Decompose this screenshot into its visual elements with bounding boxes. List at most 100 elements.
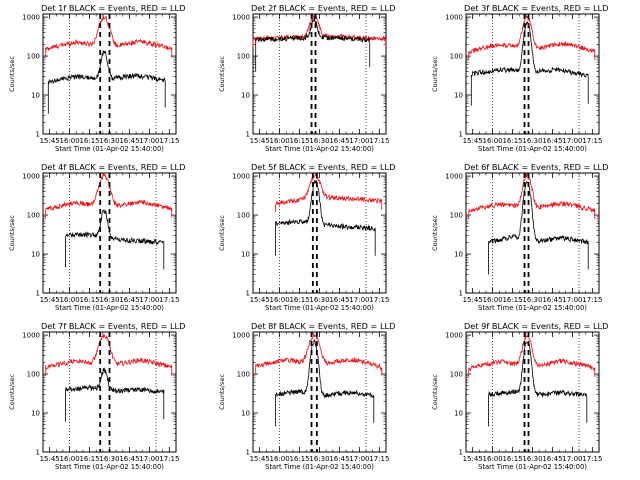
x-tick-label: 17:15 xyxy=(159,296,179,304)
chart-panel-7: Det 7f BLACK = Events, RED = LLD Counts/s… xyxy=(8,321,185,471)
x-tick-label: 16:00 xyxy=(270,455,290,463)
y-tick-label: 10 xyxy=(31,251,40,259)
x-tick-label: 17:15 xyxy=(369,137,389,145)
x-tick-label: 16:30 xyxy=(522,455,542,463)
x-tick-label: 16:00 xyxy=(483,455,503,463)
x-tick-label: 16:00 xyxy=(483,296,503,304)
x-tick-label: 16:30 xyxy=(99,137,119,145)
y-tick-label: 10 xyxy=(241,92,250,100)
y-tick-label: 100 xyxy=(237,53,250,61)
y-tick-label: 10 xyxy=(454,92,463,100)
x-tick-label: 16:00 xyxy=(483,137,503,145)
y-tick-label: 10 xyxy=(241,251,250,259)
x-tick-label: 17:15 xyxy=(582,455,602,463)
x-tick-label: 17:00 xyxy=(562,137,582,145)
x-tick-label: 16:15 xyxy=(79,455,99,463)
x-tick-label: 17:15 xyxy=(582,296,602,304)
y-tick-label: 1 xyxy=(36,449,40,457)
chart-title: Det 7f BLACK = Events, RED = LLD xyxy=(41,321,185,331)
x-tick-label: 17:00 xyxy=(139,455,159,463)
x-tick-label: 16:45 xyxy=(542,296,562,304)
y-axis-label: Counts/sec xyxy=(431,374,439,410)
y-tick-label: 10 xyxy=(31,410,40,418)
x-tick-label: 17:00 xyxy=(562,296,582,304)
y-tick-label: 100 xyxy=(27,53,40,61)
x-tick-label: 17:00 xyxy=(139,137,159,145)
x-tick-label: 16:15 xyxy=(502,455,522,463)
series-line-events xyxy=(275,339,375,427)
x-tick-label: 16:45 xyxy=(329,455,349,463)
x-tick-label: 17:00 xyxy=(349,137,369,145)
y-tick-label: 10 xyxy=(454,410,463,418)
x-tick-label: 16:45 xyxy=(542,455,562,463)
y-tick-label: 100 xyxy=(237,371,250,379)
series-line-lld xyxy=(255,333,383,376)
x-tick-label: 16:45 xyxy=(119,137,139,145)
x-tick-label: 16:15 xyxy=(79,137,99,145)
y-axis-label: Counts/sec xyxy=(8,215,16,251)
x-tick-label: 17:00 xyxy=(562,455,582,463)
y-tick-label: 10 xyxy=(454,251,463,259)
y-tick-label: 100 xyxy=(27,371,40,379)
chart-title: Det 4f BLACK = Events, RED = LLD xyxy=(41,162,185,172)
x-tick-label: 17:15 xyxy=(369,455,389,463)
series-line-events xyxy=(488,181,589,275)
y-axis-label: Counts/sec xyxy=(218,215,226,251)
x-tick-label: 16:30 xyxy=(309,296,329,304)
chart-title: Det 5f BLACK = Events, RED = LLD xyxy=(251,162,395,172)
x-tick-label: 16:15 xyxy=(79,296,99,304)
chart-panel-3: Det 3f BLACK = Events, RED = LLD Counts/s… xyxy=(431,3,608,153)
y-tick-label: 100 xyxy=(237,212,250,220)
x-tick-label: 15:45 xyxy=(463,455,483,463)
y-tick-label: 1 xyxy=(36,290,40,298)
series-line-events xyxy=(65,367,165,422)
chart-panel-6: Det 6f BLACK = Events, RED = LLD Counts/s… xyxy=(431,162,608,312)
x-tick-label: 16:45 xyxy=(119,455,139,463)
y-tick-label: 1 xyxy=(246,449,250,457)
x-axis-label: Start Time (01-Apr-02 15:40:00) xyxy=(265,145,374,153)
chart-panel-4: Det 4f BLACK = Events, RED = LLD Counts/s… xyxy=(8,162,185,312)
y-tick-label: 1 xyxy=(459,449,463,457)
chart-title: Det 8f BLACK = Events, RED = LLD xyxy=(251,321,395,331)
x-tick-label: 15:45 xyxy=(250,137,270,145)
y-axis-label: Counts/sec xyxy=(431,215,439,251)
x-tick-label: 16:15 xyxy=(289,137,309,145)
series-line-events xyxy=(275,179,376,256)
y-tick-label: 1 xyxy=(36,131,40,139)
series-line-events xyxy=(488,341,588,427)
chart-panel-2: Det 2f BLACK = Events, RED = LLD Counts/s… xyxy=(218,3,395,153)
chart-title: Det 9f BLACK = Events, RED = LLD xyxy=(464,321,608,331)
series-line-lld xyxy=(468,173,596,220)
y-axis-label: Counts/sec xyxy=(8,56,16,92)
x-tick-label: 15:45 xyxy=(40,455,60,463)
x-tick-label: 16:15 xyxy=(289,455,309,463)
series-line-events xyxy=(470,20,589,106)
chart-title: Det 6f BLACK = Events, RED = LLD xyxy=(464,162,608,172)
x-tick-label: 17:15 xyxy=(369,296,389,304)
x-tick-label: 16:30 xyxy=(309,455,329,463)
chart-panel-1: Det 1f BLACK = Events, RED = LLD Counts/s… xyxy=(8,3,185,153)
x-tick-label: 15:45 xyxy=(40,296,60,304)
x-tick-label: 17:15 xyxy=(159,137,179,145)
x-tick-label: 16:45 xyxy=(329,296,349,304)
x-axis-label: Start Time (01-Apr-02 15:40:00) xyxy=(265,304,374,312)
x-tick-label: 16:30 xyxy=(522,137,542,145)
y-tick-label: 1000 xyxy=(232,173,250,181)
y-tick-label: 1 xyxy=(246,290,250,298)
y-tick-label: 1 xyxy=(246,131,250,139)
x-tick-label: 16:15 xyxy=(502,137,522,145)
x-tick-label: 16:45 xyxy=(119,296,139,304)
y-tick-label: 1000 xyxy=(445,332,463,340)
y-tick-label: 1000 xyxy=(22,14,40,22)
x-axis-label: Start Time (01-Apr-02 15:40:00) xyxy=(478,463,587,471)
x-axis-label: Start Time (01-Apr-02 15:40:00) xyxy=(55,145,164,153)
x-tick-label: 16:00 xyxy=(60,137,80,145)
x-tick-label: 16:30 xyxy=(99,296,119,304)
x-tick-label: 16:30 xyxy=(522,296,542,304)
x-tick-label: 17:15 xyxy=(159,455,179,463)
y-tick-label: 1000 xyxy=(22,173,40,181)
y-tick-label: 10 xyxy=(241,410,250,418)
x-tick-label: 16:45 xyxy=(542,137,562,145)
series-line-lld xyxy=(275,172,383,212)
x-tick-label: 15:45 xyxy=(463,137,483,145)
